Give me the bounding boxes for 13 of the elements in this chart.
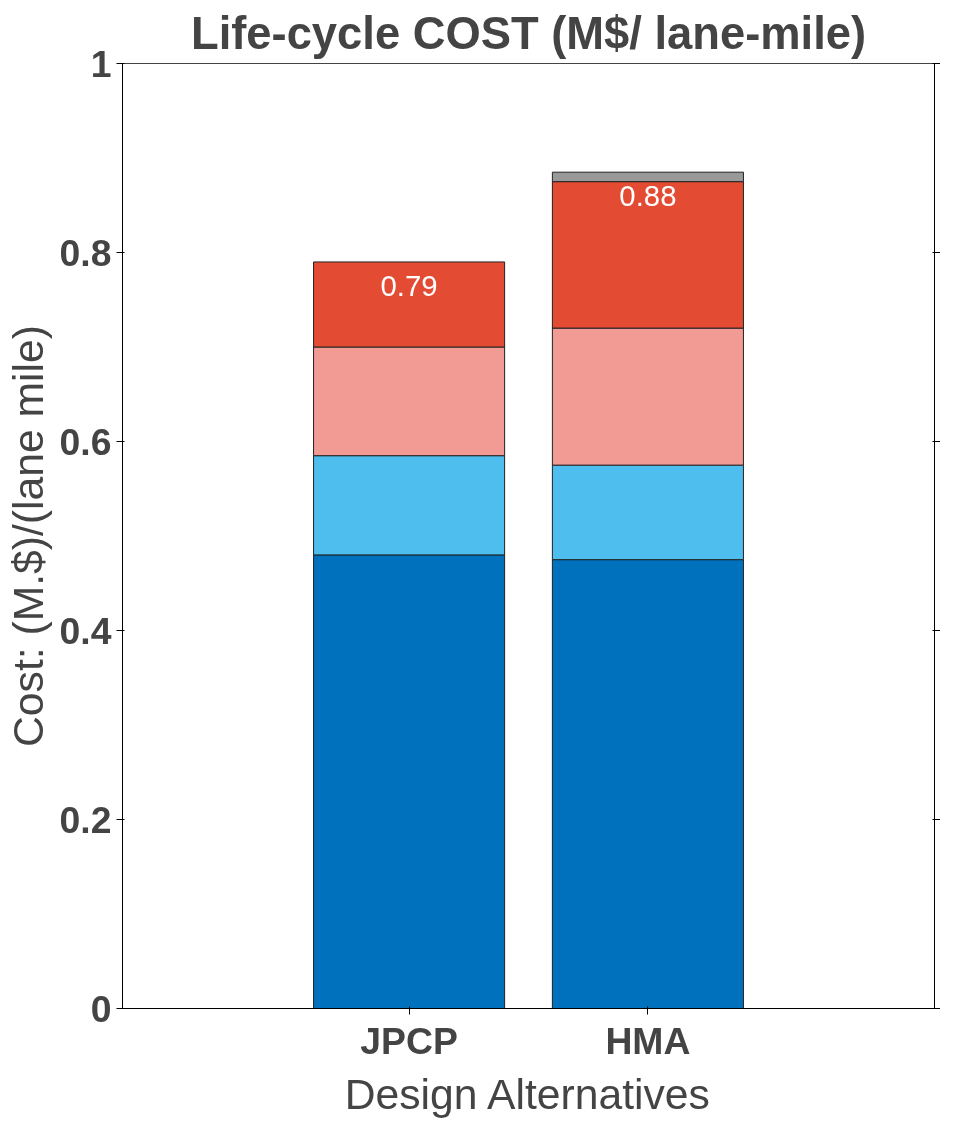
chart-title: Life-cycle COST (M$/ lane-mile)	[190, 7, 867, 59]
x-axis-title: Design Alternatives	[344, 1069, 710, 1118]
total-label: 0.88	[619, 179, 677, 213]
y-tick-label: 0.8	[59, 231, 112, 274]
y-tick-label: 1	[90, 42, 112, 85]
y-tick-label: 0.2	[59, 798, 112, 841]
x-tick-label: HMA	[605, 1019, 691, 1062]
y-tick-label: 0.4	[59, 609, 112, 652]
total-label: 0.79	[380, 268, 438, 302]
y-tick-label: 0	[90, 987, 112, 1030]
y-axis-title: Cost: (M.$)/(lane mile)	[3, 325, 52, 747]
x-tick-label: JPCP	[360, 1019, 458, 1062]
y-tick-label: 0.6	[59, 420, 112, 463]
